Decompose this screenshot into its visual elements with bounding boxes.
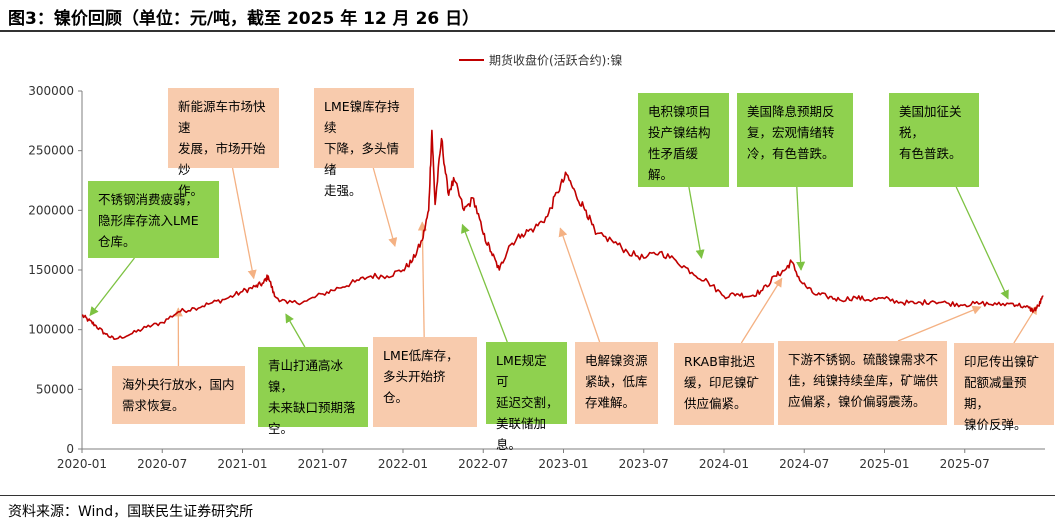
x-tick-label: 2020-01 bbox=[57, 457, 107, 471]
x-axis: 2020-01 2020-07 2021-01 2021-07 2022-01 2022-… bbox=[57, 448, 1045, 471]
x-tick-label: 2021-07 bbox=[298, 457, 348, 471]
annotation-a9: 电积镍项目 投产镍结构 性矛盾缓解。 bbox=[638, 93, 729, 187]
annotation-a7: LME规定可 延迟交割， 美联储加息。 bbox=[486, 342, 567, 452]
y-tick-label: 200000 bbox=[28, 203, 74, 217]
annotation-a4: 青山打通高冰镍， 未来缺口预期落 空。 bbox=[258, 347, 368, 436]
annotation-a5: LME镍库存持续 下降，多头情绪 走强。 bbox=[314, 88, 414, 198]
annotation-arrow-a9 bbox=[688, 186, 705, 259]
annotation-arrow-a8 bbox=[558, 227, 601, 343]
annotation-a2: 海外央行放水，国内 需求恢复。 bbox=[112, 366, 245, 424]
y-tick-label: 150000 bbox=[28, 263, 74, 277]
annotation-arrows bbox=[89, 167, 1038, 367]
annotation-arrow-a11 bbox=[796, 186, 806, 271]
source-note: 资料来源：Wind，国联民生证券研究所 bbox=[8, 504, 254, 520]
y-tick-label: 100000 bbox=[28, 323, 74, 337]
annotation-arrow-a12 bbox=[897, 305, 982, 342]
x-tick-label: 2023-01 bbox=[538, 457, 588, 471]
x-tick-label: 2025-01 bbox=[859, 457, 909, 471]
figure-title: 图3：镍价回顾（单位：元/吨，截至 2025 年 12 月 26 日） bbox=[8, 9, 480, 29]
annotation-a14: 印尼传出镍矿 配额减量预期， 镍价反弹。 bbox=[954, 343, 1054, 432]
x-tick-label: 2022-01 bbox=[378, 457, 428, 471]
y-tick-label: 300000 bbox=[28, 84, 74, 98]
annotation-a10: RKAB审批迟 缓，印尼镍矿 供应偏紧。 bbox=[674, 343, 774, 425]
annotation-arrow-a10 bbox=[740, 277, 783, 344]
x-tick-label: 2023-07 bbox=[619, 457, 669, 471]
y-tick-label: 250000 bbox=[28, 144, 74, 158]
annotation-arrow-a4 bbox=[285, 313, 306, 348]
annotation-arrow-a13 bbox=[955, 186, 1009, 300]
annotation-a1: 不锈钢消费疲弱， 隐形库存流入LME 仓库。 bbox=[88, 181, 219, 258]
nickel-price-line bbox=[81, 129, 1044, 340]
title-rule bbox=[0, 30, 1055, 32]
annotation-a11: 美国降息预期反 复，宏观情绪转 冷，有色普跌。 bbox=[737, 93, 853, 187]
source-rule bbox=[0, 495, 1055, 496]
annotation-a13: 美国加征关税， 有色普跌。 bbox=[889, 93, 979, 187]
annotation-arrow-a6 bbox=[417, 221, 427, 338]
annotation-a3: 新能源车市场快速 发展，市场开始炒 作。 bbox=[168, 88, 279, 198]
annotation-a6: LME低库存， 多头开始挤仓。 bbox=[373, 337, 477, 427]
legend-label: 期货收盘价(活跃合约):镍 bbox=[489, 53, 622, 68]
x-tick-label: 2024-07 bbox=[779, 457, 829, 471]
x-tick-label: 2025-07 bbox=[940, 457, 990, 471]
legend: 期货收盘价(活跃合约):镍 bbox=[459, 53, 622, 68]
annotation-arrow-a3 bbox=[231, 167, 257, 280]
series-layer bbox=[81, 129, 1044, 340]
x-tick-label: 2020-07 bbox=[137, 457, 187, 471]
x-tick-label: 2024-01 bbox=[699, 457, 749, 471]
y-tick-label: 0 bbox=[66, 442, 74, 456]
annotation-arrow-a7 bbox=[461, 223, 508, 343]
annotation-arrow-a5 bbox=[372, 167, 398, 248]
y-axis: 0 50000 100000 150000 200000 250000 300000 bbox=[28, 84, 83, 456]
annotation-arrow-a1 bbox=[89, 257, 135, 317]
y-tick-label: 50000 bbox=[36, 382, 74, 396]
annotation-a12: 下游不锈钢。硫酸镍需求不 佳，纯镍持续垒库，矿端供 应偏紧，镍价偏弱震荡。 bbox=[778, 341, 947, 425]
x-tick-label: 2021-01 bbox=[217, 457, 267, 471]
x-tick-label: 2022-07 bbox=[458, 457, 508, 471]
annotation-a8: 电解镍资源 紧缺，低库 存难解。 bbox=[575, 342, 658, 424]
